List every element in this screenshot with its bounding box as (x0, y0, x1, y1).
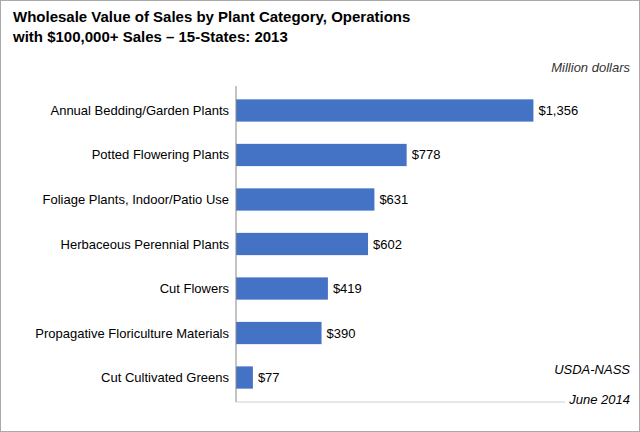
subtitle: with $100,000+ Sales – 15-States: 2013 (12, 28, 288, 45)
category-label: Cut Flowers (160, 281, 230, 296)
category-label: Herbaceous Perennial Plants (61, 237, 230, 252)
category-label: Potted Flowering Plants (92, 147, 230, 162)
unit-label: Million dollars (551, 60, 630, 75)
category-label: Cut Cultivated Greens (101, 370, 229, 385)
chart: Wholesale Value of Sales by Plant Catego… (0, 0, 640, 432)
value-label: $778 (412, 147, 441, 162)
bar (236, 322, 322, 344)
category-label: Foliage Plants, Indoor/Patio Use (43, 192, 229, 207)
bars (236, 99, 533, 388)
y-axis-line (236, 86, 237, 402)
value-label: $77 (258, 370, 280, 385)
source-label: USDA-NASS (554, 362, 630, 377)
category-label: Annual Bedding/Garden Plants (50, 103, 229, 118)
bar (236, 277, 328, 299)
value-label: $390 (327, 326, 356, 341)
border (1, 1, 640, 432)
bar (236, 99, 533, 121)
source-date: June 2014 (568, 392, 630, 407)
labels: Cut Cultivated Greens $77 Propagative Flor… (35, 103, 578, 385)
x-axis-line (236, 402, 565, 403)
value-label: $631 (379, 192, 408, 207)
value-label: $1,356 (538, 103, 578, 118)
bar (236, 233, 368, 255)
value-label: $602 (373, 237, 402, 252)
value-label: $419 (333, 281, 362, 296)
category-label: Propagative Floriculture Materials (35, 326, 229, 341)
title: Wholesale Value of Sales by Plant Catego… (13, 8, 410, 25)
bar (236, 366, 253, 388)
bar (236, 144, 407, 166)
bar (236, 188, 374, 210)
